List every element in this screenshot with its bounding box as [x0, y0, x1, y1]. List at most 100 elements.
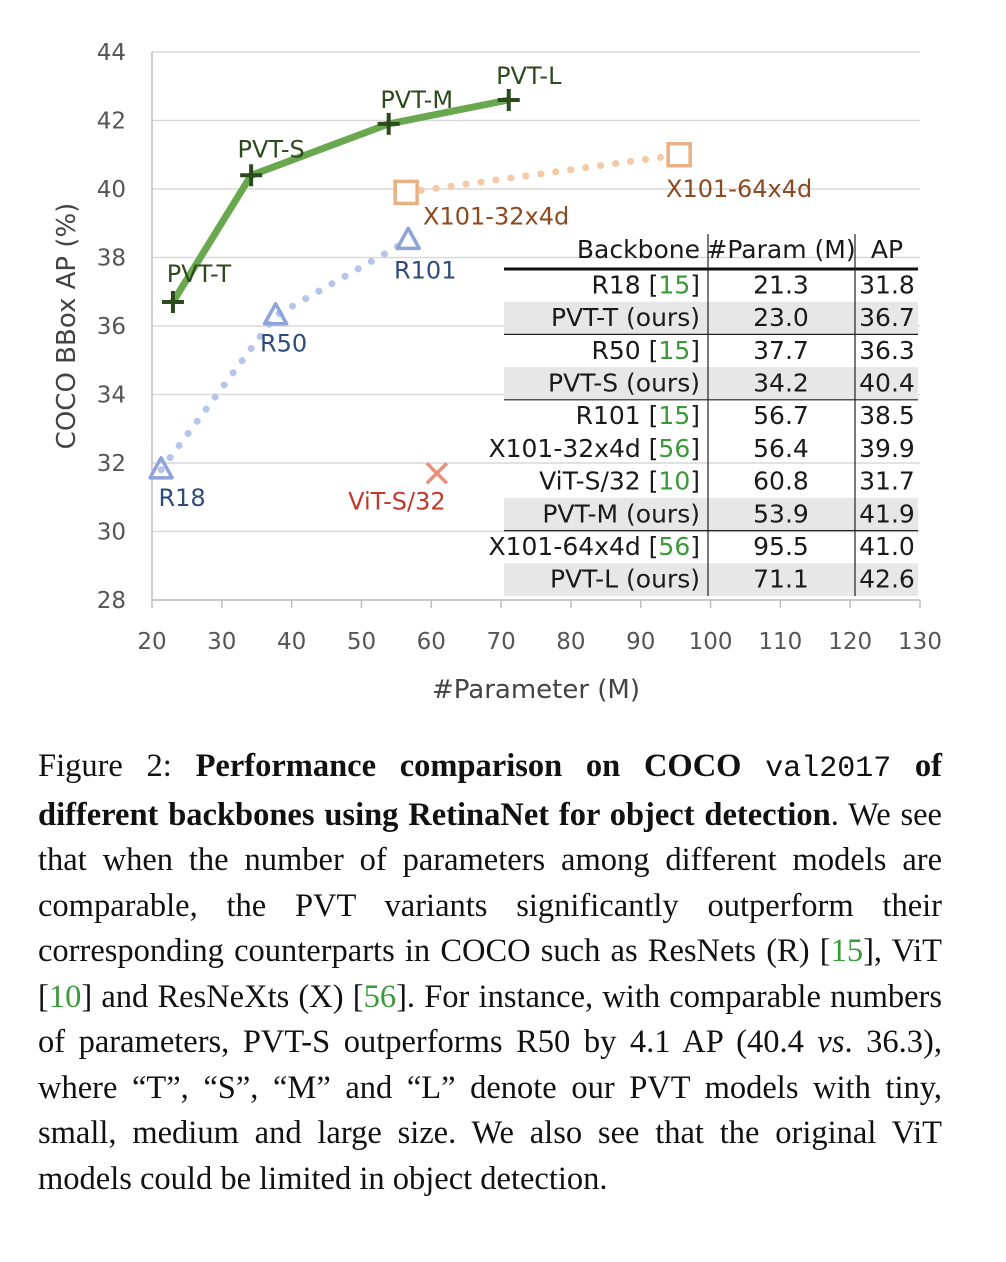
- y-tick-label: 30: [97, 520, 126, 546]
- table-row-shade: [504, 367, 918, 400]
- data-point-label: PVT-M: [380, 86, 453, 114]
- data-point-label: X101-32x4d: [423, 202, 569, 230]
- bracket-close: ]: [690, 270, 700, 299]
- x-tick-label: 100: [689, 629, 733, 655]
- backbone-name: X101-32x4d: [488, 434, 640, 463]
- backbone-name: PVT-L (ours): [550, 565, 700, 594]
- x-tick-label: 70: [486, 629, 515, 655]
- x-axis-label: #Parameter (M): [432, 675, 640, 705]
- y-tick-label: 36: [97, 314, 126, 340]
- bracket-close: ]: [690, 467, 700, 496]
- caption-text-3: ] and ResNeXts (X) [: [81, 978, 364, 1015]
- chart-axes: 28 30 32 34 36 38 40 42 44 20 30 40 50 60 70 80 90 100 110…: [97, 40, 942, 655]
- y-axis-label: COCO BBox AP (%): [52, 203, 82, 450]
- table-header: Backbone: [577, 235, 700, 264]
- table-cell-ap: 42.6: [859, 565, 915, 594]
- series-line: [169, 96, 510, 304]
- backbone-name: R101: [576, 401, 641, 430]
- table-cell-backbone: ViT-S/32 [10]: [539, 467, 700, 496]
- caption-text-2: ], ViT [: [38, 933, 942, 1015]
- table-cell-backbone: X101-32x4d [56]: [488, 434, 700, 463]
- citation-number: 15: [658, 270, 690, 299]
- table-cell-ap: 38.5: [859, 401, 915, 430]
- citation-link[interactable]: 56: [363, 978, 397, 1015]
- backbone-name: X101-64x4d: [488, 532, 640, 561]
- table-header: AP: [871, 235, 903, 264]
- table-header: #Param (M): [706, 235, 855, 264]
- data-point-square: [666, 142, 692, 168]
- citation-link[interactable]: 10: [48, 978, 82, 1015]
- y-tick-label: 28: [97, 588, 126, 614]
- data-point-triangle: [148, 456, 174, 480]
- table-cell-backbone: PVT-L (ours): [550, 565, 700, 594]
- bracket-open: [: [641, 434, 659, 463]
- data-point-label: PVT-S: [238, 135, 305, 163]
- table-cell-backbone: PVT-M (ours): [542, 499, 700, 528]
- table-cell-param: 56.4: [753, 434, 809, 463]
- data-point-label: PVT-L: [496, 62, 562, 90]
- bracket-open: [: [641, 270, 659, 299]
- citation-number: 10: [658, 467, 690, 496]
- caption-text-4: ]. For instance, with comparable numbers…: [38, 978, 942, 1061]
- table-cell-backbone: PVT-S (ours): [548, 368, 700, 397]
- bracket-open: [: [641, 467, 659, 496]
- bracket-close: ]: [690, 401, 700, 430]
- bracket-open: [: [641, 336, 659, 365]
- data-point-label: X101-64x4d: [666, 175, 812, 203]
- bracket-close: ]: [690, 434, 700, 463]
- x-tick-label: 110: [758, 629, 802, 655]
- backbone-table: Backbone #Param (M) AP R18 [15] 21.3 31.8 PVT-…: [488, 234, 918, 596]
- backbone-name: PVT-T (ours): [551, 303, 700, 332]
- data-point-label: PVT-T: [167, 260, 232, 288]
- data-point-plus: [377, 112, 400, 135]
- y-tick-label: 38: [97, 246, 126, 272]
- table-cell-param: 23.0: [753, 303, 809, 332]
- backbone-name: R50: [592, 336, 641, 365]
- x-tick-label: 60: [417, 629, 446, 655]
- caption-bold-a: Performance comparison on COCO: [195, 748, 766, 784]
- table-cell-ap: 41.0: [859, 532, 915, 561]
- table-row-shade: [504, 563, 918, 596]
- table-row-shade: [504, 301, 918, 335]
- y-tick-label: 32: [97, 451, 126, 477]
- table-cell-ap: 36.7: [859, 303, 915, 332]
- bracket-open: [: [641, 401, 659, 430]
- table-cell-ap: 39.9: [859, 434, 915, 463]
- x-tick-label: 20: [137, 629, 166, 655]
- table-cell-param: 56.7: [753, 401, 809, 430]
- data-point-cross: [425, 462, 449, 485]
- data-point-square: [393, 179, 419, 206]
- x-tick-label: 120: [828, 629, 872, 655]
- caption-dataset-name: val2017: [765, 752, 892, 786]
- table-cell-backbone: X101-64x4d [56]: [488, 532, 700, 561]
- table-cell-ap: 31.8: [859, 270, 915, 299]
- data-point-plus: [497, 88, 520, 111]
- data-point-plus: [240, 164, 263, 187]
- backbone-name: ViT-S/32: [539, 467, 641, 496]
- table-cell-ap: 36.3: [859, 336, 915, 365]
- x-tick-label: 30: [207, 629, 236, 655]
- table-cell-ap: 40.4: [859, 368, 915, 397]
- table-cell-backbone: R101 [15]: [576, 401, 700, 430]
- y-tick-label: 44: [97, 40, 126, 66]
- figure-caption: Figure 2: Performance comparison on COCO…: [38, 744, 942, 1202]
- citation-link[interactable]: 15: [830, 933, 864, 969]
- bracket-open: [: [641, 532, 659, 561]
- table-cell-param: 60.8: [753, 467, 809, 496]
- data-point-triangle: [395, 226, 421, 251]
- x-tick-label: 40: [277, 629, 306, 655]
- x-tick-label: 50: [347, 629, 376, 655]
- data-point-triangle: [262, 301, 289, 326]
- y-tick-label: 40: [97, 177, 126, 203]
- data-point-label: ViT-S/32: [348, 487, 446, 515]
- table-cell-ap: 41.9: [859, 499, 915, 528]
- citation-number: 15: [658, 336, 690, 365]
- backbone-name: R18: [592, 270, 641, 299]
- y-tick-label: 34: [97, 383, 126, 409]
- data-point-plus: [161, 291, 184, 314]
- series-line: [157, 236, 412, 474]
- table-cell-backbone: R50 [15]: [592, 336, 700, 365]
- data-point-label: R50: [260, 330, 307, 358]
- table-cell-backbone: R18 [15]: [592, 270, 700, 299]
- citation-number: 56: [658, 532, 690, 561]
